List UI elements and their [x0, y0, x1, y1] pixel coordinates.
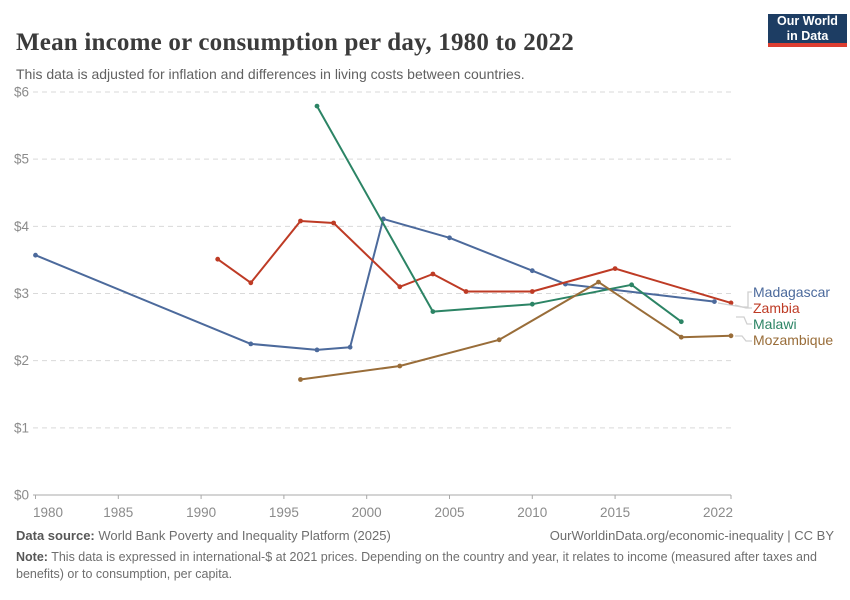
data-point-mozambique-2014 — [596, 279, 601, 285]
data-point-zambia-2015 — [612, 266, 618, 271]
chart-subtitle: This data is adjusted for inflation and … — [16, 66, 525, 82]
data-point-madagascar-1993 — [248, 341, 254, 347]
legend-label-mozambique[interactable]: Mozambique — [753, 332, 834, 348]
x-tick-label: 2015 — [600, 505, 630, 520]
x-tick-label: 1995 — [269, 505, 299, 520]
series-mozambique — [298, 279, 734, 382]
owid-logo-line2: in Data — [786, 28, 829, 43]
y-tick-label: $3 — [14, 286, 29, 301]
series-line-malawi — [316, 105, 683, 323]
data-point-zambia-2002 — [397, 284, 403, 290]
credit-link[interactable]: OurWorldinData.org/economic-inequality |… — [549, 528, 834, 543]
data-source-label: Data source: — [16, 528, 95, 543]
data-point-zambia-2010 — [529, 289, 535, 294]
data-point-zambia-1991 — [215, 256, 221, 262]
data-point-zambia-2004 — [430, 271, 436, 277]
chart-footer: Data source: World Bank Poverty and Ineq… — [16, 528, 834, 583]
x-tick-label: 2005 — [434, 505, 464, 520]
series-zambia — [215, 218, 734, 306]
legend-label-zambia[interactable]: Zambia — [753, 300, 800, 316]
legend-label-madagascar[interactable]: Madagascar — [753, 284, 831, 300]
data-point-madagascar-1997 — [314, 347, 320, 353]
leader-line — [736, 316, 752, 325]
data-point-zambia-2022 — [728, 300, 734, 306]
y-tick-label: $5 — [14, 152, 29, 167]
series-malawi — [314, 103, 684, 325]
x-axis: 1980 1985 1990 1995 2000 2005 2010 2015 2022 — [33, 494, 733, 520]
x-tick-label: 2000 — [352, 505, 382, 520]
note-line: Note: This data is expressed in internat… — [16, 549, 834, 583]
data-point-malawi-2004 — [430, 309, 436, 314]
data-point-malawi-2010 — [529, 301, 535, 307]
data-point-malawi-2016 — [629, 282, 634, 288]
x-tick-label: 2022 — [703, 505, 733, 520]
series-line-zambia — [216, 220, 732, 304]
leader-line — [734, 304, 752, 309]
x-tick-label: 1985 — [103, 505, 133, 520]
data-point-zambia-2006 — [463, 289, 469, 294]
series-line-madagascar — [34, 217, 716, 351]
data-source-text: World Bank Poverty and Inequality Platfo… — [94, 528, 391, 543]
data-point-mozambique-2019 — [678, 334, 684, 340]
data-point-zambia-1993 — [248, 280, 254, 286]
data-point-mozambique-2008 — [496, 337, 502, 343]
data-point-mozambique-1996 — [298, 377, 303, 382]
leader-line — [717, 291, 752, 308]
data-point-zambia-1998 — [331, 220, 336, 226]
owid-logo[interactable]: Our World in Data — [768, 14, 847, 47]
x-tick-label: 2010 — [517, 505, 547, 520]
y-tick-label: $1 — [14, 420, 29, 435]
x-tick-label: 1990 — [186, 505, 216, 520]
y-tick-label: $4 — [14, 219, 30, 234]
data-point-madagascar-2010 — [529, 268, 535, 274]
legend-leader-lines — [717, 291, 752, 342]
data-point-madagascar-2021 — [712, 299, 717, 304]
legend-label-malawi[interactable]: Malawi — [753, 316, 797, 332]
data-point-malawi-1997 — [314, 103, 320, 109]
note-text: This data is expressed in international-… — [16, 550, 817, 581]
y-tick-label: $0 — [14, 488, 29, 503]
data-point-mozambique-2022 — [728, 333, 734, 339]
data-point-malawi-2019 — [678, 319, 684, 325]
owid-logo-line1: Our World — [777, 13, 838, 28]
line-chart-plot-area: $0 $1 $2 $3 $4 $5 $6 1980 1985 1990 1995 2000 2005 20… — [14, 85, 752, 520]
data-point-zambia-1996 — [298, 218, 303, 224]
leader-line — [735, 335, 752, 342]
data-point-madagascar-1980 — [33, 252, 38, 258]
data-point-mozambique-2002 — [397, 363, 403, 369]
x-tick-label: 1980 — [33, 505, 63, 520]
gridlines: $0 $1 $2 $3 $4 $5 $6 — [14, 85, 734, 503]
note-label: Note: — [16, 550, 48, 564]
y-tick-label: $6 — [14, 85, 29, 100]
data-source-line: Data source: World Bank Poverty and Ineq… — [16, 528, 391, 543]
series-line-mozambique — [299, 281, 732, 381]
page-title: Mean income or consumption per day, 1980… — [16, 28, 574, 56]
data-point-madagascar-1999 — [347, 344, 353, 350]
data-point-madagascar-2005 — [447, 235, 452, 241]
y-tick-label: $2 — [14, 353, 29, 368]
series-madagascar — [33, 216, 717, 353]
